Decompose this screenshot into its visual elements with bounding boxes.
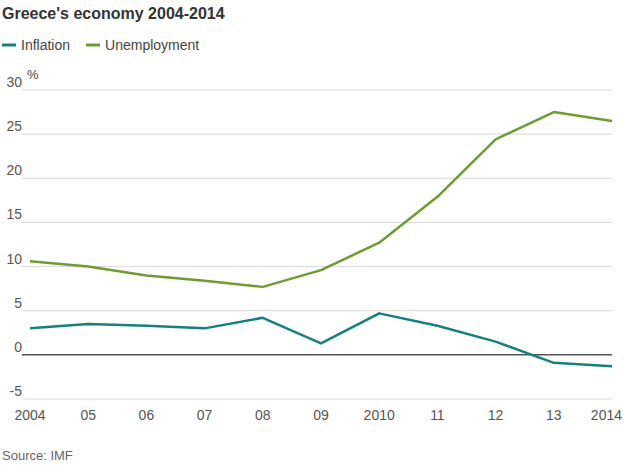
x-tick-label: 13: [546, 407, 562, 423]
grid-line: [22, 178, 612, 179]
grid: [22, 90, 612, 399]
x-tick-label: 07: [197, 407, 213, 423]
title: Greece's economy 2004-2014: [2, 5, 225, 22]
y-tick-label: 20: [6, 162, 22, 178]
grid-line: [22, 222, 612, 223]
x-tick-label: 06: [139, 407, 155, 423]
x-tick-label: 05: [80, 407, 96, 423]
x-tick-label: 2004: [14, 407, 45, 423]
legend: Inflation Unemployment: [2, 37, 199, 53]
legend-swatch: [2, 44, 16, 47]
y-tick-label: 15: [6, 206, 22, 222]
line: [30, 112, 612, 287]
series-group: [30, 112, 612, 366]
grid-line: [22, 134, 612, 135]
legend-label: Unemployment: [105, 37, 199, 53]
line: [30, 313, 612, 366]
x-tick-label: 08: [255, 407, 271, 423]
y-tick-label: 30: [6, 74, 22, 90]
x-tick-label: 2014: [591, 407, 622, 423]
grid-line: [22, 266, 612, 267]
legend-label: Inflation: [21, 37, 70, 53]
grid-line: [22, 399, 612, 400]
legend-swatch: [86, 44, 100, 47]
grid-line: [22, 310, 612, 311]
grid-line: [22, 90, 612, 91]
x-tick-label: 09: [313, 407, 329, 423]
y-tick-label: 0: [14, 339, 22, 355]
source: Source: IMF: [2, 448, 73, 463]
x-tick-label: 2010: [364, 407, 395, 423]
x-tick-label: 11: [430, 407, 445, 423]
y-tick-label: 25: [6, 118, 22, 134]
y-tick-label: 5: [14, 295, 22, 311]
y-tick-label: -5: [10, 383, 23, 399]
chart: Greece's economy 2004-2014 Inflation Unemp…: [0, 0, 624, 465]
y-tick-label: 10: [6, 251, 22, 267]
zero-line: [22, 354, 612, 356]
y-axis-label: %: [27, 67, 39, 82]
x-tick-label: 12: [488, 407, 504, 423]
